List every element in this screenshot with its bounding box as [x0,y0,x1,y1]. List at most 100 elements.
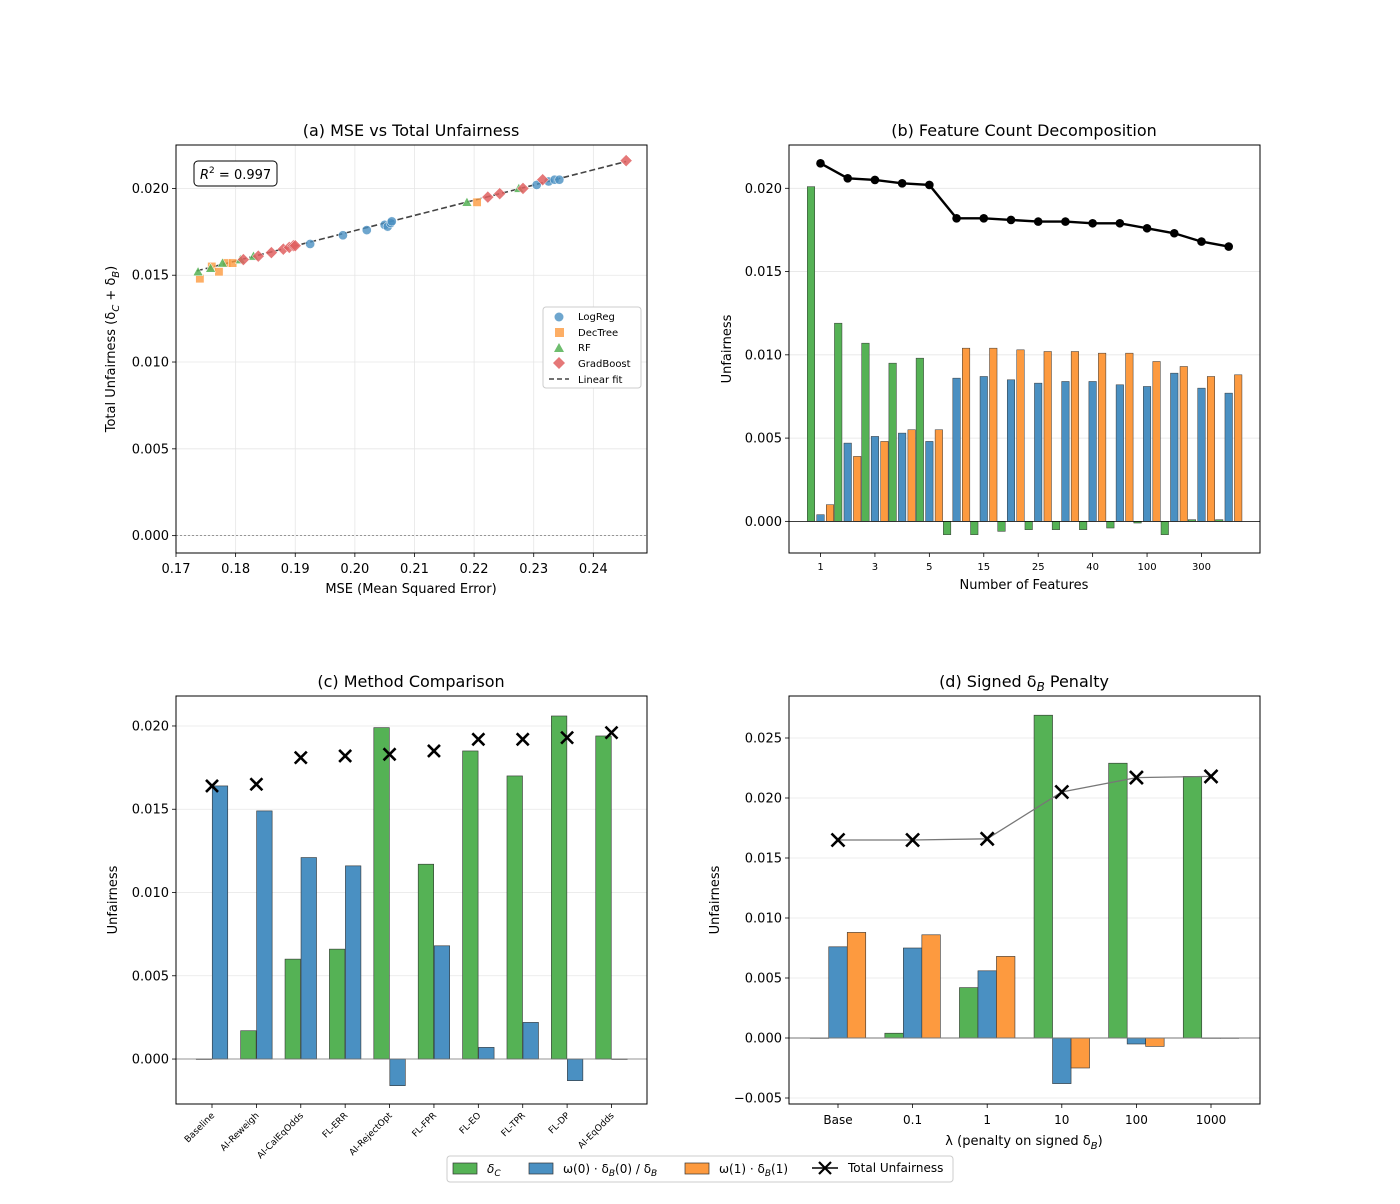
b-bar-orange [1098,353,1106,521]
b-bar-blue [817,515,825,522]
c-xtick-label: AI-Reweigh [219,1111,262,1154]
d-bar-orange [1071,1038,1090,1068]
c-bar-green [463,751,479,1059]
c-bar-green [329,949,345,1059]
b-xtick-label: 3 [872,562,878,573]
b-bar-blue [926,441,934,521]
b-bar-green [834,323,842,521]
b-bar-blue [1007,380,1015,522]
b-ytick-label: 0.010 [745,348,782,363]
c-bar-blue [479,1047,495,1059]
d-total-line [838,776,1211,840]
d-ytick-label: −0.005 [734,1092,782,1107]
a-ytick-label: 0.015 [132,269,169,284]
point-logreg [555,175,564,184]
b-bar-blue [1171,373,1179,521]
legend-dectree-label: DecTree [578,328,618,339]
panel-d-xlabel: λ (penalty on signed δB) [945,1134,1102,1152]
point-rf [193,267,203,276]
a-ytick-label: 0.000 [132,529,169,544]
legend-logreg-label: LogReg [578,312,615,323]
b-bar-green [862,343,870,521]
d-xtick-label: 1000 [1196,1113,1227,1127]
c-bar-blue [257,811,273,1059]
b-bar-orange [908,430,916,522]
b-bar-orange [935,430,943,522]
c-bar-green [418,864,434,1059]
b-bar-green [1025,521,1033,529]
d-bar-blue [829,947,848,1038]
b-bar-orange [853,456,861,521]
b-xtick-label: 25 [1032,562,1045,573]
b-total-point [952,214,961,223]
b-total-point [1170,229,1179,238]
d-bar-orange [996,956,1015,1038]
panel-c-bars: (c) Method Comparison 0.0000.0050.0100.0… [106,672,647,1161]
c-bar-blue [212,786,228,1059]
legend-dectree-marker [555,328,564,337]
panel-b-xlabel: Number of Features [960,578,1089,593]
d-bar-blue [1127,1038,1146,1044]
panel-d-ylabel: Unfairness [708,865,723,934]
b-bar-green [1161,521,1169,534]
d-bar-green [885,1033,904,1038]
b-bar-green [807,187,815,522]
c-ytick-label: 0.010 [132,886,169,901]
d-bar-blue [978,971,997,1038]
c-bar-green [551,716,567,1059]
panel-b-title: (b) Feature Count Decomposition [891,121,1157,140]
b-total-point [979,214,988,223]
b-ytick-label: 0.005 [745,432,782,447]
b-bar-blue [1143,386,1151,521]
d-total-marker [1055,786,1068,799]
c-total-marker [339,750,351,762]
c-bar-green [507,776,523,1059]
b-xtick-label: 1 [817,562,823,573]
d-ytick-label: 0.020 [745,792,782,807]
legend-logreg-marker [555,313,564,322]
panel-a-title: (a) MSE vs Total Unfairness [303,121,520,140]
point-logreg [306,239,315,248]
panel-c-ylabel: Unfairness [106,865,121,934]
c-bar-green [285,959,301,1059]
d-bar-blue [903,948,922,1038]
d-ytick-label: 0.000 [745,1032,782,1047]
b-bar-green [971,521,979,534]
b-bar-orange [1234,375,1242,522]
legend-delta-b0-swatch [529,1163,553,1174]
point-gradboost [494,188,506,200]
b-xtick-label: 300 [1192,562,1211,573]
c-xtick-label: FL-EO [458,1111,484,1137]
panel-c-title: (c) Method Comparison [317,672,504,691]
point-dectree [215,268,223,276]
c-ytick-label: 0.020 [132,719,169,734]
b-bar-blue [844,443,852,521]
d-bar-orange [922,935,941,1038]
panel-b-ylabel: Unfairness [720,314,735,383]
point-gradboost [620,155,632,167]
d-bar-green [1034,715,1053,1038]
c-bar-blue [345,866,361,1059]
d-ytick-label: 0.010 [745,912,782,927]
a-xtick-label: 0.17 [162,562,191,577]
b-bar-green [943,521,951,534]
c-bar-blue [567,1059,583,1081]
b-bar-orange [990,348,998,521]
b-xtick-label: 40 [1086,562,1099,573]
d-ytick-label: 0.025 [745,732,782,747]
a-ytick-label: 0.020 [132,182,169,197]
b-total-point [871,176,880,185]
c-total-marker [250,778,262,790]
legend-gradboost-label: GradBoost [578,359,631,370]
b-bar-green [916,358,924,521]
r2-annotation: R2 = 0.997 [194,161,277,186]
b-total-point [1034,217,1043,226]
b-total-line [821,163,1229,246]
d-ytick-label: 0.005 [745,972,782,987]
c-xtick-label: FL-TPR [500,1111,528,1139]
b-ytick-label: 0.000 [745,515,782,530]
legend-delta-c-swatch [453,1163,477,1174]
b-bar-blue [1062,381,1070,521]
